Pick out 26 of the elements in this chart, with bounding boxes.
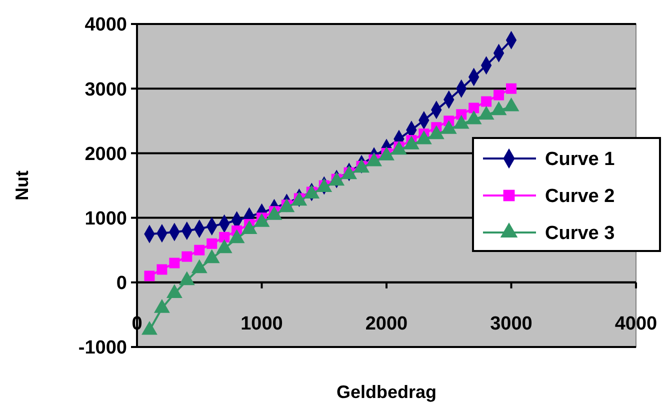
x-axis-title: Geldbedrag: [336, 382, 437, 402]
y-tick-label: -1000: [78, 338, 127, 359]
legend-label: Curve 1: [545, 149, 616, 170]
point: [144, 270, 155, 282]
point: [468, 102, 480, 114]
x-tick-label: 1000: [240, 313, 283, 334]
point: [219, 232, 230, 242]
y-tick-label: 2000: [84, 144, 127, 165]
point: [182, 251, 192, 262]
x-tick-label: 3000: [490, 313, 532, 334]
y-tick-label: 4000: [84, 14, 127, 36]
point: [494, 90, 504, 100]
y-tick-label: 3000: [84, 79, 127, 100]
point: [156, 264, 168, 275]
point: [194, 244, 205, 256]
y-tick-label: 0: [116, 273, 127, 294]
x-tick-label: 4000: [614, 313, 658, 334]
x-tick-label: 2000: [365, 313, 408, 334]
point: [481, 96, 492, 107]
y-tick-label: 1000: [84, 208, 127, 230]
point: [506, 83, 516, 94]
legend-label: Curve 2: [545, 186, 615, 208]
legend-label: Curve 3: [545, 223, 615, 244]
y-axis-title: Nut: [12, 170, 32, 200]
point: [206, 238, 218, 249]
point: [169, 258, 180, 268]
